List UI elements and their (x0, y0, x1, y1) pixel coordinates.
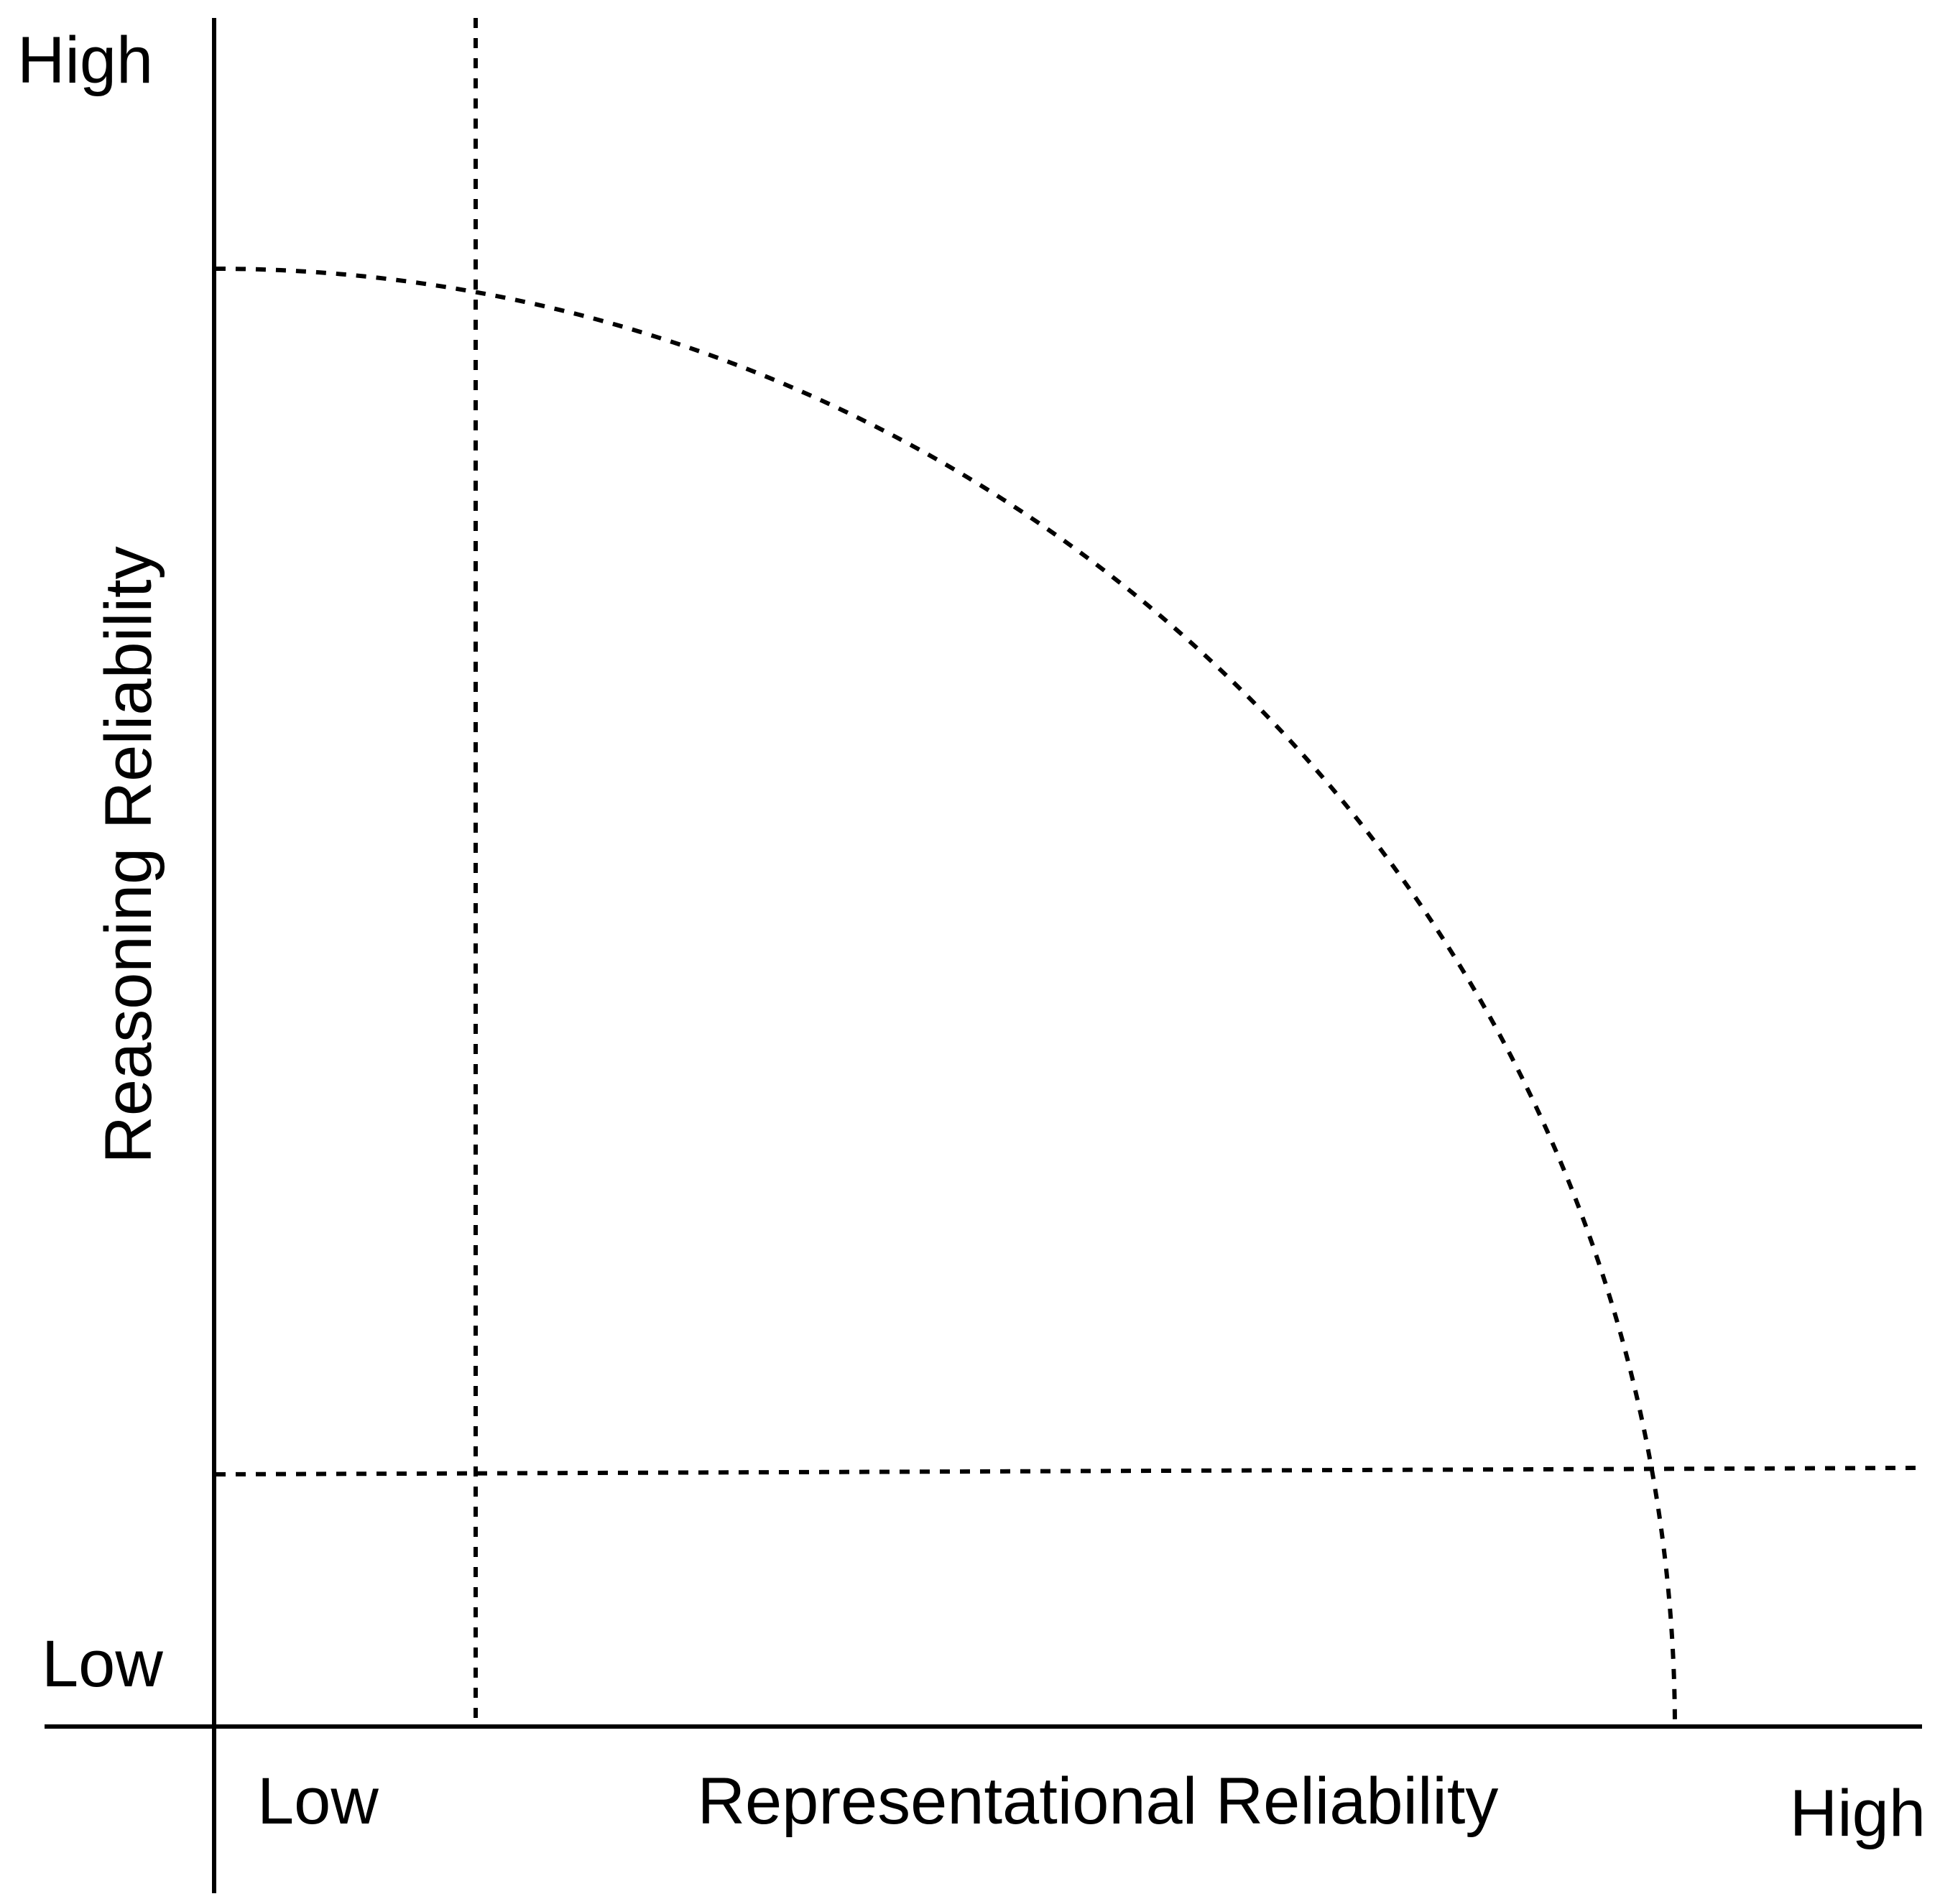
x-axis-title: Representational Reliability (698, 1765, 1499, 1838)
y-axis-title: Reasoning Reliability (92, 546, 165, 1163)
low-reasoning-threshold-line (215, 1466, 1921, 1476)
y-axis-high-label: High (17, 24, 153, 97)
x-axis-high-label: High (1790, 1777, 1926, 1850)
reliability-frontier-curve (215, 267, 1677, 1725)
y-axis-low-label: Low (42, 1627, 163, 1701)
x-axis-low-label: Low (257, 1765, 379, 1838)
